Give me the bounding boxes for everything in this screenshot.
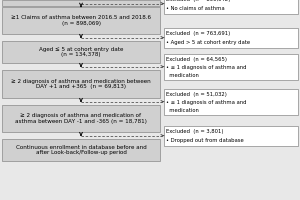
Bar: [2, 105, 160, 132]
Text: Excluded  (n = 51,032): Excluded (n = 51,032): [166, 92, 227, 97]
Text: • Aged > 5 at cohort entry date: • Aged > 5 at cohort entry date: [166, 40, 250, 45]
Text: medication: medication: [166, 73, 199, 78]
Text: Excluded  (n = 850,042): Excluded (n = 850,042): [166, 0, 230, 2]
Text: medication: medication: [166, 108, 199, 113]
Bar: [164, 27, 298, 47]
Bar: [2, 7, 160, 34]
Text: Continuous enrollment in database before and
after Look-back/Follow-up period: Continuous enrollment in database before…: [16, 145, 146, 155]
Text: • ≤ 1 diagnosis of asthma and: • ≤ 1 diagnosis of asthma and: [166, 100, 247, 105]
Bar: [2, 70, 160, 98]
Bar: [164, 53, 298, 79]
Bar: [164, 126, 298, 146]
Bar: [164, 0, 298, 14]
Text: Excluded  (n = 763,691): Excluded (n = 763,691): [166, 31, 230, 36]
Text: • No claims of asthma: • No claims of asthma: [166, 6, 225, 11]
Text: ≥ 2 diagnosis of asthma and medication of
asthma between DAY -1 and -365 (n = 18: ≥ 2 diagnosis of asthma and medication o…: [15, 113, 147, 124]
Text: Aged ≤ 5 at cohort entry date
(n = 134,378): Aged ≤ 5 at cohort entry date (n = 134,3…: [39, 47, 123, 57]
Text: • ≤ 1 diagnosis of asthma and: • ≤ 1 diagnosis of asthma and: [166, 65, 247, 70]
Text: ≥ 2 diagnosis of asthma and medication between
DAY +1 and +365  (n = 69,813): ≥ 2 diagnosis of asthma and medication b…: [11, 79, 151, 89]
Text: • Dropped out from database: • Dropped out from database: [166, 138, 244, 143]
Bar: [164, 88, 298, 114]
Text: ≥1 Claims of asthma between 2016.5 and 2018.6
(n = 898,069): ≥1 Claims of asthma between 2016.5 and 2…: [11, 15, 151, 26]
Bar: [2, 41, 160, 63]
Bar: [2, 139, 160, 161]
Text: Excluded  (n = 64,565): Excluded (n = 64,565): [166, 57, 227, 62]
Text: Excluded  (n = 3,801): Excluded (n = 3,801): [166, 129, 224, 134]
Bar: [2, 0, 160, 6]
